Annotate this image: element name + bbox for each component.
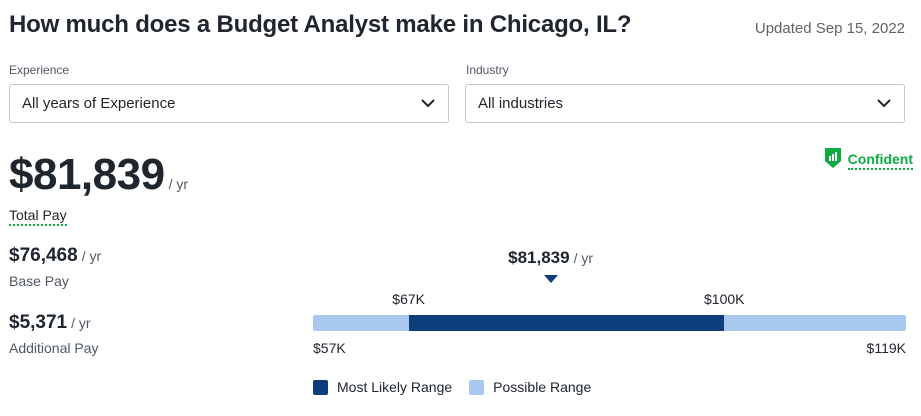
experience-select[interactable]: All years of Experience: [9, 84, 449, 123]
marker-value: $81,839: [508, 248, 570, 267]
likely-low-label: $67K: [392, 291, 425, 307]
marker-label: $81,839 / yr: [508, 248, 593, 268]
legend-swatch-likely: [313, 379, 328, 395]
chevron-down-icon: [421, 95, 435, 112]
legend-label-possible: Possible Range: [493, 379, 592, 395]
page-title: How much does a Budget Analyst make in C…: [9, 11, 632, 38]
additional-pay: $5,371 / yr: [9, 312, 91, 334]
legend-item-likely: Most Likely Range: [313, 379, 452, 395]
chart-legend: Most Likely Range Possible Range: [313, 379, 608, 395]
industry-select-value: All industries: [478, 95, 564, 112]
likely-high-label: $100K: [704, 291, 745, 307]
total-pay-value: $81,839: [9, 150, 165, 199]
bar-chart-shield-icon: [823, 147, 843, 174]
base-pay-label: Base Pay: [9, 273, 69, 289]
pay-range-chart: $81,839 / yr $67K $100K $57K $119K: [313, 240, 906, 370]
base-pay-unit: / yr: [81, 248, 102, 264]
confidence-label: Confident: [847, 151, 913, 170]
experience-select-value: All years of Experience: [22, 95, 176, 112]
confidence-badge[interactable]: Confident: [823, 147, 913, 174]
additional-pay-unit: / yr: [71, 315, 91, 331]
marker-arrow-icon: [543, 275, 558, 283]
base-pay-value: $76,468: [9, 245, 78, 266]
total-pay-label[interactable]: Total Pay: [9, 207, 67, 226]
additional-pay-value: $5,371: [9, 312, 68, 333]
total-pay: $81,839 / yr: [9, 150, 188, 200]
marker-unit: / yr: [573, 250, 594, 266]
chevron-down-icon: [877, 95, 891, 112]
updated-date: Updated Sep 15, 2022: [754, 20, 905, 37]
industry-label: Industry: [466, 63, 509, 77]
additional-pay-label: Additional Pay: [9, 340, 99, 356]
likely-range-bar: [408, 315, 725, 331]
experience-label: Experience: [9, 63, 70, 77]
range-max-label: $119K: [866, 340, 906, 356]
total-pay-unit: / yr: [168, 176, 189, 192]
industry-select[interactable]: All industries: [465, 84, 905, 123]
legend-label-likely: Most Likely Range: [337, 379, 453, 395]
legend-item-possible: Possible Range: [469, 379, 591, 395]
range-min-label: $57K: [313, 340, 346, 356]
base-pay: $76,468 / yr: [9, 245, 101, 267]
legend-swatch-possible: [469, 379, 485, 395]
